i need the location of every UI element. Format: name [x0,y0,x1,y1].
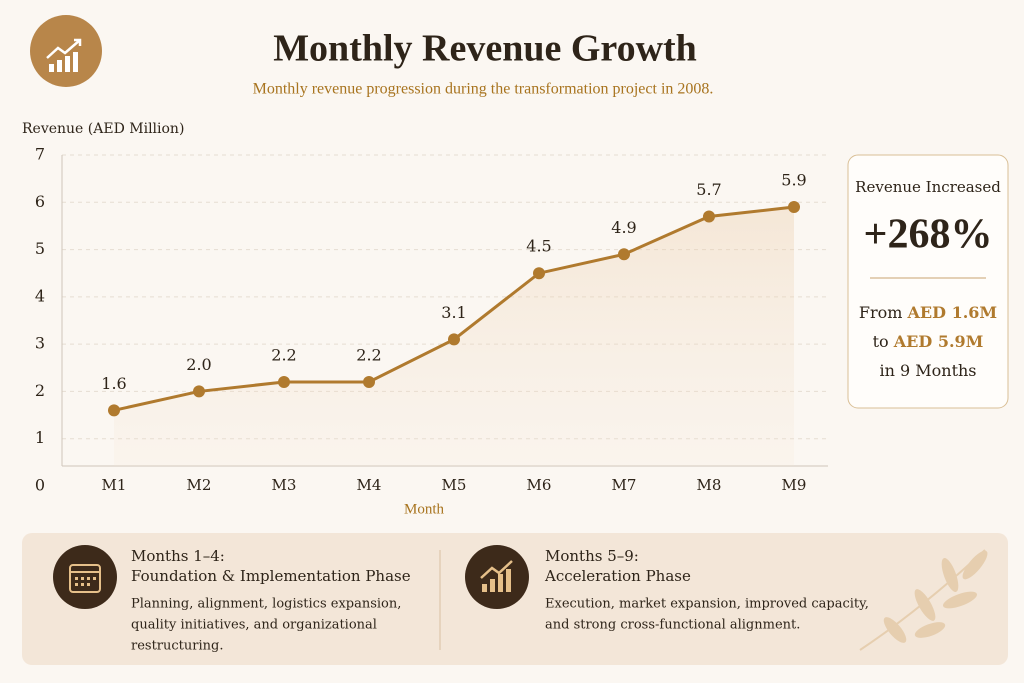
y-tick-label: 2 [35,381,45,400]
point [363,375,375,388]
phase-description: Planning, alignment, logistics expansion… [131,597,401,612]
x-tick-label: M7 [612,476,637,494]
growth-icon [465,545,529,609]
phase-description: and strong cross-functional alignment. [545,618,800,633]
phase-title: Acceleration Phase [544,567,691,585]
card-big-value: +268% [864,212,993,258]
calendar-icon [53,545,117,609]
point [448,333,460,346]
y-tick-label: 1 [35,428,45,447]
data-label: 4.9 [611,218,636,237]
summary-card [847,154,1009,409]
data-label: 5.9 [781,171,806,190]
phase-description: quality initiatives, and organizational [131,618,377,633]
y-tick-label: 5 [35,239,45,258]
data-label: 2.2 [356,345,381,364]
area [114,207,794,466]
card-line: to AED 5.9M [873,332,984,351]
chart-title: Monthly Revenue Growth [273,28,697,70]
y-tick-label: 7 [35,145,45,164]
card-line: in 9 Months [879,361,976,380]
phase-title: Months 5–9: [545,547,639,565]
y-tick-label: 4 [35,286,45,305]
header-icon [30,15,102,87]
point [618,248,630,261]
phase-title: Months 1–4: [131,547,225,565]
phase-description: restructuring. [131,639,223,654]
card-line-text: in 9 Months [879,361,976,380]
x-tick-label: M8 [697,476,722,494]
point [533,267,545,280]
point [703,210,715,223]
card-line: From AED 1.6M [859,303,997,322]
x-tick-label: M2 [187,476,212,494]
point [193,385,205,398]
y-tick-label: 6 [35,192,45,211]
card-highlight: AED 1.6M [907,303,998,322]
data-label: 2.0 [186,355,211,374]
leaf-decoration [859,549,988,651]
phase-description: Execution, market expansion, improved ca… [545,597,869,612]
x-tick-label: M5 [442,476,467,494]
phase-title: Foundation & Implementation Phase [131,567,411,585]
card-line-text: to [873,332,889,351]
x-tick-label: M9 [782,476,807,494]
chart-subtitle: Monthly revenue progression during the t… [253,81,714,98]
data-label: 5.7 [696,180,721,199]
card-lines: From AED 1.6M to AED 5.9M in 9 Months [859,303,997,380]
x-axis-label: Month [404,501,445,517]
data-label: 2.2 [271,345,296,364]
plot: 0 1 2 3 4 5 6 7 M1 1.6 M2 2.0 M3 2.2 M4 2.2 M5 3.1 M6 4.5 M7… [35,145,828,495]
x-tick-label: M4 [357,476,382,494]
phase-texts: Months 1–4: Foundation & Implementation P… [131,547,869,654]
y-tick-label: 3 [35,334,45,353]
point [788,201,800,214]
x-tick-label: M1 [102,476,127,494]
card-heading: Revenue Increased [855,178,1001,196]
data-label: 4.5 [526,237,551,256]
y-axis-label: Revenue (AED Million) [22,121,184,137]
data-label: 3.1 [441,303,466,322]
y-tick-label: 0 [35,476,45,495]
point [278,375,290,388]
card-highlight: AED 5.9M [893,332,984,351]
point [108,404,120,417]
data-label: 1.6 [101,374,126,393]
x-tick-label: M3 [272,476,297,494]
card-line-text: From [859,303,903,322]
x-tick-label: M6 [527,476,552,494]
